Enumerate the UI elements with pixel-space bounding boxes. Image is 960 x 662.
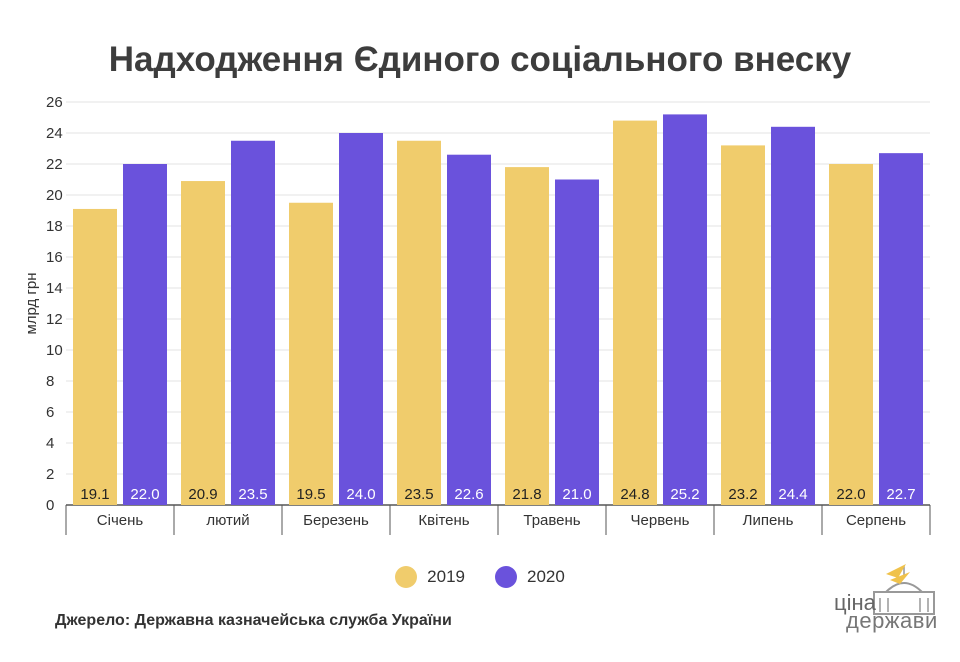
bar-2019-2 — [181, 181, 225, 506]
legend-item-2020: 2020 — [495, 566, 565, 588]
data-label-2019-8: 22.0 — [836, 486, 865, 503]
x-tick-label: Липень — [743, 512, 794, 529]
y-tick-label: 6 — [46, 404, 54, 421]
legend-swatch-2020 — [495, 566, 517, 588]
x-tick-label: Серпень — [846, 512, 906, 529]
y-tick-label: 12 — [46, 311, 63, 328]
x-tick-label: Березень — [303, 512, 369, 529]
bar-2019-1 — [73, 208, 117, 505]
y-tick-label: 4 — [46, 435, 54, 452]
data-label-2020-7: 24.4 — [778, 486, 807, 503]
data-label-2019-2: 20.9 — [188, 486, 217, 503]
logo-text-line1: ціна — [834, 590, 876, 615]
x-tick-label: Січень — [97, 512, 144, 529]
y-tick-label: 10 — [46, 342, 63, 359]
bar-2019-3 — [289, 202, 333, 505]
legend-label-2019: 2019 — [427, 567, 465, 586]
data-label-2019-7: 23.2 — [728, 486, 757, 503]
source-note: Джерело: Державна казначейська служба Ук… — [55, 612, 452, 629]
data-label-2020-1: 22.0 — [130, 486, 159, 503]
x-tick-label: Червень — [631, 512, 690, 529]
legend-label-2020: 2020 — [527, 567, 565, 586]
bar-2020-6 — [663, 114, 707, 506]
bar-2020-1 — [123, 164, 167, 505]
bar-2019-5 — [505, 167, 549, 505]
y-tick-label: 2 — [46, 466, 54, 483]
data-label-2019-6: 24.8 — [620, 486, 649, 503]
legend-item-2019: 2019 — [395, 566, 465, 588]
y-tick-label: 22 — [46, 156, 63, 173]
x-tick-label: Квітень — [418, 512, 469, 529]
bar-2019-4 — [397, 140, 441, 505]
y-axis-label: млрд грн — [23, 272, 40, 334]
bar-2020-3 — [339, 133, 383, 505]
data-label-2020-8: 22.7 — [886, 486, 915, 503]
y-tick-label: 26 — [46, 94, 63, 111]
chart-title: Надходження Єдиного соціального внеску — [108, 40, 852, 79]
data-label-2020-6: 25.2 — [670, 486, 699, 503]
x-tick-label: Травень — [523, 512, 580, 529]
bar-2020-5 — [555, 179, 599, 505]
x-tick-label: лютий — [206, 512, 249, 529]
data-label-2019-3: 19.5 — [296, 486, 325, 503]
bar-2019-7 — [721, 145, 765, 505]
y-tick-label: 16 — [46, 249, 63, 266]
data-label-2019-4: 23.5 — [404, 486, 433, 503]
y-tick-label: 14 — [46, 280, 63, 297]
logo-text-line2: держави — [846, 608, 938, 633]
bar-2020-7 — [771, 126, 815, 506]
data-label-2020-4: 22.6 — [454, 486, 483, 503]
y-tick-label: 24 — [46, 125, 63, 142]
data-label-2020-3: 24.0 — [346, 486, 375, 503]
bar-2019-8 — [829, 164, 873, 505]
logo-building-icon — [873, 564, 935, 615]
legend-swatch-2019 — [395, 566, 418, 588]
bar-2020-2 — [231, 140, 275, 505]
y-tick-label: 18 — [46, 218, 63, 235]
data-label-2019-1: 19.1 — [80, 486, 109, 503]
data-label-2019-5: 21.8 — [512, 486, 541, 503]
data-label-2020-5: 21.0 — [562, 486, 591, 503]
y-tick-label: 8 — [46, 373, 54, 390]
bar-2020-8 — [879, 153, 923, 505]
data-label-2020-2: 23.5 — [238, 486, 267, 503]
y-tick-label: 20 — [46, 187, 63, 204]
bar-2020-4 — [447, 154, 491, 505]
y-tick-label: 0 — [46, 497, 54, 514]
tsina-derzhavy-logo: ціна держави — [826, 562, 941, 634]
legend: 2019 2020 — [0, 566, 960, 588]
bar-2019-6 — [613, 120, 657, 505]
